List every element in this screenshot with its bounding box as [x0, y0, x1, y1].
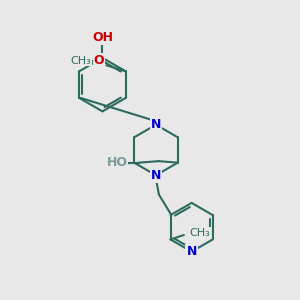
Text: HO: HO [106, 156, 128, 169]
Text: N: N [186, 245, 197, 258]
Text: CH₃: CH₃ [71, 56, 92, 66]
Text: N: N [151, 118, 161, 131]
Text: CH₃: CH₃ [190, 228, 211, 238]
Text: O: O [94, 54, 104, 67]
Text: N: N [151, 169, 161, 182]
Text: OH: OH [92, 31, 113, 44]
